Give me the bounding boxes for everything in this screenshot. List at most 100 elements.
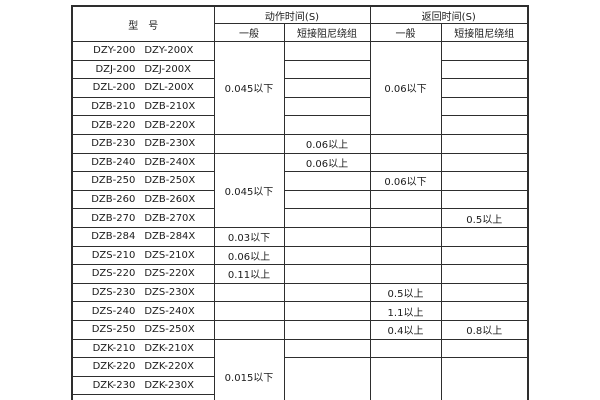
ret-general-cell <box>369 338 442 359</box>
model-name: DZB-240 <box>91 156 136 168</box>
ret-general-cell: 0.4以上 <box>369 319 442 340</box>
model-pair: DZB-210 DZB-210X <box>73 101 213 113</box>
model-name: DZB-210 <box>91 101 136 113</box>
model-name: DZB-250 <box>91 175 136 187</box>
act-general-cell: 0.045以下 <box>213 41 285 135</box>
act-damping-cell <box>283 96 371 117</box>
ret-damping-cell <box>440 171 529 191</box>
model-name-x: DZJ-200X <box>144 63 192 75</box>
ret-general-cell: 0.06以下 <box>369 171 442 191</box>
ret-general-cell <box>369 133 442 154</box>
act-damping-cell <box>283 319 371 340</box>
ret-damping-cell <box>440 41 529 61</box>
model-cell: DZS-250 DZS-250X <box>71 319 215 340</box>
ret-general-cell <box>369 245 442 266</box>
ret-damping-cell <box>440 245 529 266</box>
model-name-x: DZB-260X <box>144 194 196 206</box>
model-name: DZK-230 <box>92 379 136 391</box>
ret-general-cell <box>369 208 442 228</box>
model-name-x: DZB-220X <box>144 119 196 131</box>
relay-spec-table: 型 号 动作时间(S) 返回时间(S) 一般 短接阻尼绕组 一般 短接阻尼绕组 … <box>71 5 529 400</box>
table-row: DZB-210 DZB-210X <box>71 96 529 117</box>
model-pair: DZB-284 DZB-284X <box>73 231 213 242</box>
table-row: DZJ-200 DZJ-200X <box>71 59 529 80</box>
model-cell: DZB-260 DZB-260X <box>71 189 215 210</box>
act-damping-cell: 0.06以上 <box>283 152 371 173</box>
act-damping-cell <box>283 301 371 321</box>
ret-damping-cell <box>440 78 529 98</box>
header-return-time: 返回时间(S) <box>369 5 529 24</box>
table-row: DZS-240 DZS-240X 1.1以上 <box>71 301 529 321</box>
model-cell: DZB-210 DZB-210X <box>71 96 215 117</box>
ret-general-cell <box>369 226 442 247</box>
model-name: DZS-220 <box>91 268 136 280</box>
model-name-x: DZB-250X <box>144 175 196 187</box>
act-general-cell <box>213 282 285 303</box>
model-name: DZB-220 <box>91 119 136 131</box>
model-name-x: DZB-230X <box>144 138 196 150</box>
model-name-x: DZK-210X <box>144 342 194 354</box>
act-damping-cell <box>283 208 371 228</box>
act-damping-cell <box>283 78 371 98</box>
table-row: DZK-210 DZK-210X 0.015以下 <box>71 338 529 400</box>
model-name: DZJ-200 <box>95 63 136 75</box>
model-cell: DZB-250 DZB-250X <box>71 171 215 191</box>
table-row: DZS-220 DZS-220X 0.11以上 <box>71 264 529 284</box>
model-pair: DZB-240 DZB-240X <box>73 156 213 168</box>
act-damping-cell <box>283 264 371 284</box>
ret-damping-cell <box>440 189 529 210</box>
model-name: DZS-250 <box>91 324 136 336</box>
header-action-time: 动作时间(S) <box>213 5 371 24</box>
table-row: DZB-260 DZB-260X <box>71 189 529 210</box>
model-name-x: DZK-240X <box>144 399 194 400</box>
ret-damping-cell: 0.5以上 <box>440 208 529 228</box>
model-cell: DZB-240 DZB-240X <box>71 152 215 173</box>
model-name-x: DZS-210X <box>144 249 195 261</box>
act-general-cell: 0.015以下 <box>213 338 285 400</box>
model-name-x: DZK-230X <box>144 379 194 391</box>
act-general-cell: 0.03以下 <box>213 226 285 247</box>
model-pair: DZB-230 DZB-230X <box>73 138 213 150</box>
model-name-x: DZL-200X <box>144 82 194 94</box>
header-row-sub: 一般 短接阻尼绕组 一般 短接阻尼绕组 <box>72 23 529 42</box>
model-name: DZK-220 <box>92 361 136 373</box>
model-name-x: DZB-210X <box>144 101 196 113</box>
act-damping-cell <box>283 357 371 400</box>
model-pair: DZB-270 DZB-270X <box>73 212 213 224</box>
ret-damping-cell <box>440 59 529 80</box>
model-name: DZS-230 <box>91 287 136 299</box>
ret-damping-cell <box>440 226 529 247</box>
model-cell: DZK-240 DZK-240X <box>71 394 215 400</box>
model-cell: DZS-240 DZS-240X <box>71 301 215 321</box>
model-cell: DZS-210 DZS-210X <box>71 245 215 266</box>
model-name: DZB-230 <box>91 138 136 150</box>
act-damping-cell: 0.06以上 <box>283 133 371 154</box>
model-cell: DZS-230 DZS-230X <box>71 282 215 303</box>
model-name-x: DZY-200X <box>144 45 194 57</box>
act-damping-cell <box>283 171 371 191</box>
model-pair: DZS-230 DZS-230X <box>73 287 213 299</box>
model-pair: DZB-260 DZB-260X <box>73 194 213 206</box>
model-pair: DZS-240 DZS-240X <box>73 306 213 317</box>
ret-damping-cell <box>440 115 529 135</box>
act-damping-cell <box>283 226 371 247</box>
act-damping-cell <box>283 41 371 61</box>
model-pair: DZS-210 DZS-210X <box>73 249 213 261</box>
ret-damping-cell <box>440 152 529 173</box>
model-pair: DZS-250 DZS-250X <box>73 324 213 336</box>
model-name: DZB-270 <box>91 212 136 224</box>
model-cell: DZB-230 DZB-230X <box>71 133 215 154</box>
model-pair: DZK-230 DZK-230X <box>73 379 213 391</box>
header-row-groups: 型 号 动作时间(S) 返回时间(S) <box>71 5 529 42</box>
ret-damping-cell <box>440 338 529 359</box>
act-general-cell: 0.11以上 <box>213 264 285 284</box>
model-pair: DZS-220 DZS-220X <box>73 268 213 280</box>
model-pair: DZJ-200 DZJ-200X <box>73 63 213 75</box>
model-pair: DZK-210 DZK-210X <box>73 342 213 354</box>
table-row: DZB-220 DZB-220X <box>71 115 529 135</box>
ret-damping-cell: 0.8以上 <box>440 319 529 340</box>
act-general-cell: 0.06以上 <box>213 245 285 266</box>
table-row: DZB-250 DZB-250X 0.06以下 <box>71 171 529 191</box>
model-name: DZS-210 <box>91 249 136 261</box>
